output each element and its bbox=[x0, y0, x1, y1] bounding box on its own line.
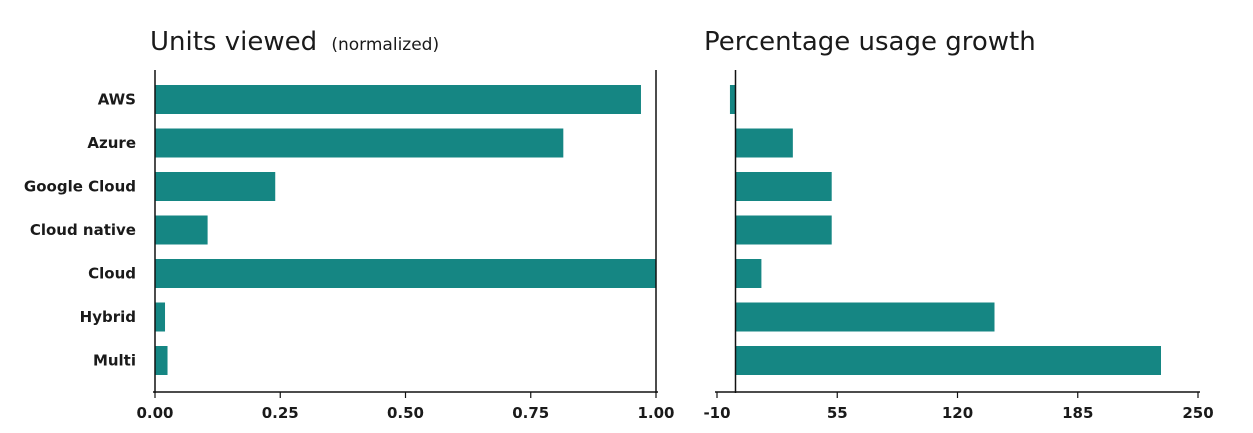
units-viewed-title-subtitle: (normalized) bbox=[331, 35, 439, 55]
growth-bar-google-cloud bbox=[735, 172, 832, 201]
units-x-tick-label: 0.75 bbox=[512, 404, 549, 422]
units-bar-aws bbox=[155, 85, 641, 114]
units-viewed-title: Units viewed (normalized) bbox=[150, 27, 439, 57]
units-bar-cloud-native bbox=[155, 215, 208, 245]
growth-x-tick-label: 120 bbox=[942, 404, 973, 422]
growth-x-tick-label: 55 bbox=[827, 404, 848, 422]
category-label-multi: Multi bbox=[93, 352, 136, 370]
growth-bar-aws bbox=[729, 85, 736, 114]
category-label-azure: Azure bbox=[87, 134, 136, 152]
growth-x-tick-label: 185 bbox=[1062, 404, 1093, 422]
units-x-tick-label: 1.00 bbox=[637, 404, 674, 422]
units-viewed-title-main: Units viewed bbox=[150, 27, 317, 57]
category-labels: AWS Azure Google Cloud Cloud native Cloud Hyb… bbox=[24, 91, 136, 370]
units-bar-azure bbox=[155, 128, 564, 158]
category-label-aws: AWS bbox=[98, 91, 136, 109]
units-viewed-bars bbox=[155, 85, 656, 375]
units-bar-cloud bbox=[155, 259, 656, 288]
category-label-cloud-native: Cloud native bbox=[30, 221, 136, 239]
usage-growth-panel: Percentage usage growth -10 55 120 185 250 bbox=[703, 27, 1213, 422]
units-viewed-x-axis: 0.00 0.25 0.50 0.75 1.00 bbox=[136, 70, 675, 422]
growth-bar-cloud-native bbox=[735, 215, 832, 245]
units-bar-hybrid bbox=[155, 302, 166, 332]
category-label-hybrid: Hybrid bbox=[80, 308, 136, 326]
usage-growth-x-axis: -10 55 120 185 250 bbox=[703, 70, 1214, 422]
growth-x-tick-label: 250 bbox=[1182, 404, 1213, 422]
units-bar-multi bbox=[155, 346, 168, 375]
usage-growth-bars bbox=[729, 85, 1161, 375]
category-label-google-cloud: Google Cloud bbox=[24, 178, 136, 196]
category-label-cloud: Cloud bbox=[88, 265, 136, 283]
units-viewed-panel: Units viewed (normalized) AWS Azure Google… bbox=[24, 27, 675, 422]
growth-x-tick-label: -10 bbox=[703, 404, 730, 422]
growth-bar-cloud bbox=[735, 259, 762, 288]
units-x-tick-label: 0.50 bbox=[387, 404, 424, 422]
units-bar-google-cloud bbox=[155, 172, 276, 201]
units-x-tick-label: 0.00 bbox=[136, 404, 173, 422]
growth-bar-azure bbox=[735, 128, 793, 158]
growth-bar-multi bbox=[735, 346, 1161, 375]
growth-bar-hybrid bbox=[735, 302, 995, 332]
units-x-tick-label: 0.25 bbox=[262, 404, 299, 422]
usage-growth-title: Percentage usage growth bbox=[704, 27, 1036, 57]
